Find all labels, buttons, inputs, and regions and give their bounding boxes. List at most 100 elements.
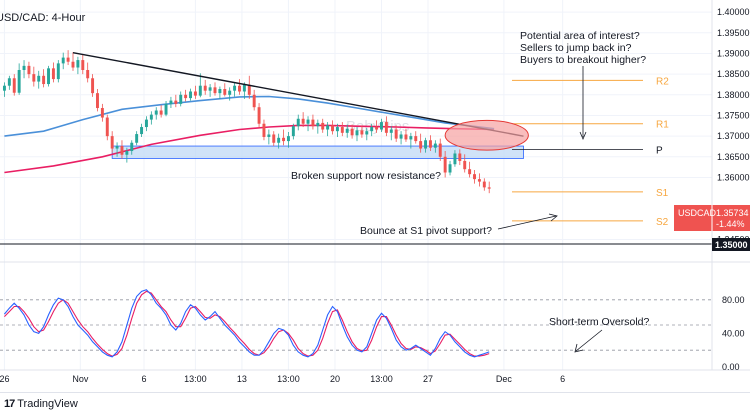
candle-body (473, 174, 476, 180)
candle-body (91, 78, 95, 94)
candle-body (233, 85, 237, 91)
candle-body (350, 128, 354, 136)
tradingview-logo[interactable]: 17 TradingView (4, 398, 78, 410)
candle-body (154, 110, 158, 115)
price-badge-symbol: USDCAD (678, 208, 717, 218)
candle-body (365, 131, 369, 135)
candle-body (433, 143, 437, 148)
bounce-label: Bounce at S1 pivot support? (360, 225, 492, 237)
candle-body (468, 169, 472, 175)
bounce-arrow (497, 215, 557, 230)
candle-body (424, 140, 428, 149)
candle-body (384, 122, 388, 133)
pivot-label-s1: S1 (656, 188, 669, 199)
candle-body (267, 134, 271, 137)
candle-body (27, 65, 31, 75)
stochastic-axis[interactable]: 80.00 40.00 0.00 (722, 295, 745, 372)
candle-body (12, 78, 16, 93)
candle-body (86, 70, 90, 79)
time-tick-label: 27 (423, 374, 433, 384)
price-tick-label: 1.39500 (717, 28, 750, 38)
tradingview-brand: TradingView (17, 398, 78, 410)
resistance-zone[interactable] (111, 145, 524, 159)
candle-body (135, 134, 139, 143)
stoch-tick-label: 40.00 (722, 328, 745, 338)
candle-body (272, 134, 276, 143)
candle-body (394, 129, 398, 139)
candle-body (2, 85, 6, 91)
time-tick-label: Dec (496, 374, 513, 384)
chart-canvas[interactable]: USD/CAD: 4-Hour BabyPips Broken support … (0, 0, 750, 392)
interest-ellipse[interactable] (444, 119, 529, 151)
candle-body (42, 75, 46, 85)
time-tick-label: 6 (141, 374, 146, 384)
candle-body (375, 127, 379, 130)
price-tick-label: 1.38000 (717, 90, 750, 100)
price-tick-label: 1.38500 (717, 69, 750, 79)
candle-body (311, 119, 315, 127)
candle-body (335, 127, 339, 132)
candle-body (7, 78, 11, 86)
candle-body (47, 68, 50, 85)
candle-body (355, 130, 359, 136)
candle-body (370, 127, 374, 132)
candle-body (213, 87, 217, 94)
bounce-arrow-head (548, 213, 558, 222)
price-tick-label: 1.39000 (717, 48, 750, 58)
candle-body (380, 122, 383, 130)
interest-arrow-head (579, 131, 587, 141)
time-tick-label: 13:00 (277, 374, 300, 384)
time-tick-label: 13:00 (184, 374, 207, 384)
time-tick-label: 20 (330, 374, 340, 384)
candle-body (208, 87, 212, 91)
candle-body (360, 130, 364, 135)
candle-body (228, 90, 232, 95)
tradingview-logo-icon: 17 (4, 398, 15, 410)
candle-body (51, 68, 55, 80)
candle-body (198, 85, 202, 96)
candle-body (164, 103, 168, 115)
candle-body (61, 57, 65, 64)
candle-body (66, 57, 70, 62)
time-tick-label: Nov (72, 374, 89, 384)
level-badge: 1.35000 (712, 238, 750, 251)
candle-body (389, 129, 393, 133)
candlesticks (2, 50, 491, 194)
candle-body (326, 125, 330, 130)
interest-line-3: Buyers to breakout higher? (520, 54, 646, 66)
candle-body (159, 110, 163, 115)
candle-body (179, 94, 183, 104)
candle-body (238, 85, 241, 92)
candle-body (140, 127, 144, 135)
trendline[interactable] (72, 51, 524, 137)
candle-body (242, 84, 246, 92)
candle-body (345, 128, 349, 133)
candle-body (257, 107, 261, 124)
candle-body (286, 136, 290, 142)
candle-body (149, 114, 153, 120)
candle-body (448, 164, 452, 173)
zone-label: Broken support now resistance? (291, 170, 441, 182)
candle-body (247, 84, 251, 95)
price-badge: USDCAD 1.35734 -1.44% (674, 205, 750, 231)
candle-body (56, 63, 60, 80)
oversold-arrow (575, 329, 603, 352)
pivot-levels: R2 R1 P S1 S2 (512, 76, 669, 228)
symbol-title: USD/CAD: 4-Hour (0, 12, 86, 24)
time-axis[interactable]: 26 Nov 6 13:00 13 13:00 20 13:00 27 Dec 6 (0, 374, 565, 384)
candle-body (96, 93, 99, 109)
time-tick-label: 13 (237, 374, 247, 384)
pivot-label-r1: R1 (656, 120, 669, 131)
candle-body (482, 181, 486, 188)
candle-body (76, 60, 80, 68)
candle-body (414, 136, 418, 142)
zone-box (111, 145, 524, 159)
footer-bar: 17 TradingView (0, 392, 750, 417)
time-tick-label: 13:00 (370, 374, 393, 384)
candle-body (306, 119, 310, 124)
candle-body (428, 140, 432, 148)
candle-body (262, 123, 266, 137)
pivot-label-s2: S2 (656, 217, 669, 228)
candle-body (100, 108, 104, 118)
interest-line-1: Potential area of interest? (520, 30, 640, 42)
